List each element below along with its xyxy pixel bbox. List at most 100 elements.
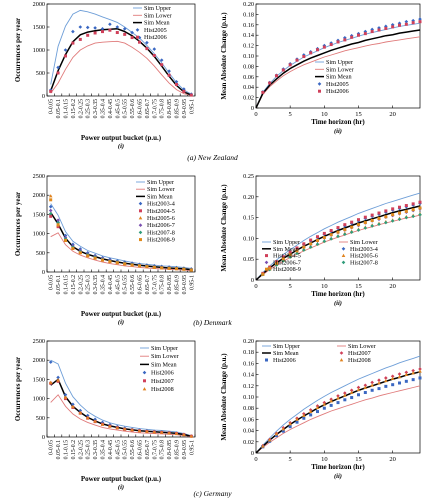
de-occurrence-data-point (48, 360, 53, 364)
de-occurrence-data-point (63, 395, 68, 399)
nz-mac-legend-label: Sim Upper (326, 59, 353, 66)
de-mac-y-axis-label: Mean Absolute Change (p.u.) (220, 353, 228, 441)
nz-occurrence-legend-label: Sim Lower (144, 12, 172, 19)
nz-occurrence-xtick-label: 0.05-0.1 (56, 99, 62, 118)
dk-mac-data-point (302, 248, 306, 252)
nz-mac-x-axis-label: Time horizon (hr) (311, 118, 365, 126)
de-occurrence-legend-label: Sim Mean (151, 361, 177, 368)
dk-mac-data-point (349, 230, 354, 234)
de-occurrence-xtick-label: 0-0.05 (49, 440, 55, 455)
nz-mac-xtick-label: 15 (355, 111, 362, 118)
de-mac-data-point (377, 387, 381, 391)
dk-occurrence-y-axis-label: Occurrences per year (14, 192, 22, 256)
de-occurrence-xtick-label: 0.5-0.55 (123, 440, 129, 459)
nz-occurrence-series-sim-lower (50, 40, 192, 96)
nz-occurrence-xtick-label: 0.7-0.75 (152, 99, 158, 118)
de-mac-data-point (295, 420, 299, 424)
nz-mac-ytick-label: 0.16 (243, 22, 254, 29)
dk-occurrence-data-point (86, 254, 90, 258)
de-mac-data-point (322, 402, 327, 406)
dk-occurrence-legend-swatch (138, 201, 143, 206)
de-occurrence-data-point (56, 375, 60, 380)
dk-occurrence-data-point (56, 225, 60, 229)
dk-mac-data-point (329, 237, 333, 241)
de-mac-data-point (370, 380, 374, 385)
de-mac-data-point (308, 409, 313, 413)
dk-occurrence-data-point (101, 258, 104, 262)
caption-new-zealand: (a) New Zealand (187, 153, 238, 162)
de-occurrence-ytick-label: 2500 (33, 338, 45, 345)
de-mac-data-point (404, 372, 409, 376)
dk-occurrence-data-point (71, 245, 75, 249)
dk-mac-ytick-label: 0.05 (243, 256, 254, 263)
de-occurrence-xtick-label: 0.35-0.4 (101, 440, 107, 459)
nz-mac-legend-label: Hist2006 (326, 88, 349, 95)
dk-mac-data-point (275, 261, 278, 265)
dk-mac-series-sim-upper (255, 192, 421, 281)
de-mac-data-point (275, 434, 278, 438)
dk-mac-data-point (370, 224, 374, 228)
nz-occurrence-data-point (93, 26, 97, 30)
dk-mac-data-point (322, 236, 326, 240)
de-occurrence-xtick-label: 0.2-0.25 (78, 440, 84, 459)
dk-occurrence-data-point (48, 208, 53, 213)
dk-mac-data-point (377, 216, 381, 220)
de-occurrence-xtick-label: 0.1-0.15 (64, 440, 70, 459)
dk-occurrence-xtick-label: 0.75-0.8 (160, 275, 166, 294)
dk-mac-data-point (316, 238, 319, 242)
de-mac-chart: 0 0.02 0.04 0.06 0.08 0.10 0.12 0.14 0.16 0.18 0.2… (220, 338, 422, 480)
de-mac-data-point (356, 387, 361, 392)
dk-mac-data-point (281, 255, 285, 259)
dk-mac-data-point (363, 221, 367, 225)
de-mac-data-point (261, 444, 265, 448)
nz-occurrence-legend-label: Hist2005 (144, 27, 167, 34)
de-mac-ytick-label: 0.08 (243, 405, 254, 412)
de-occurrence-legend-label: Hist2007 (151, 378, 174, 385)
de-mac-data-point (363, 383, 368, 388)
nz-occurrence-data-point (122, 27, 127, 31)
dk-mac-data-point (315, 242, 320, 247)
nz-occurrence-series-line (50, 40, 192, 96)
de-mac-data-point (315, 405, 320, 410)
dk-occurrence-series-hist2008-9 (49, 198, 193, 272)
nz-occurrence-y-axis-label: Occurrences per year (14, 18, 22, 82)
dk-mac-data-point (370, 219, 374, 223)
de-occurrence-data-point (174, 431, 179, 435)
dk-occurrence-xtick-label: 0.95-1 (189, 275, 195, 290)
nz-occurrence-data-point (160, 63, 164, 67)
dk-occurrence-data-point (56, 223, 60, 227)
nz-mac-data-point (302, 53, 306, 57)
nz-mac-plot-frame (255, 3, 421, 109)
de-occurrence-data-point (78, 408, 83, 413)
de-mac-legend-swatch (339, 358, 344, 362)
nz-mac-data-point (329, 43, 333, 47)
dk-mac-data-point (343, 232, 347, 237)
dk-mac-data-point (309, 242, 313, 246)
de-mac-panel-label: (ii) (334, 473, 342, 480)
de-mac-ytick-label: 0.04 (243, 428, 254, 435)
dk-occurrence-data-point (78, 251, 82, 255)
dk-mac-legend-label: Sim Lower (350, 239, 378, 246)
dk-mac-data-point (309, 238, 313, 242)
dk-mac-data-point (377, 211, 381, 215)
de-mac-data-point (398, 381, 401, 385)
de-occurrence-data-point (159, 430, 164, 434)
nz-occurrence-data-point (159, 58, 164, 62)
dk-occurrence-legend-label: Sim Mean (147, 193, 173, 200)
dk-occurrence-ytick-label: 0 (42, 269, 45, 276)
dk-mac-xtick-label: 0 (254, 283, 257, 290)
dk-occurrence-plot-frame (46, 175, 196, 273)
dk-occurrence-ytick-label: 500 (36, 250, 45, 257)
nz-occurrence-xtick-label: 0.9-0.95 (182, 99, 188, 118)
nz-occurrence-data-point (85, 25, 90, 30)
nz-mac-data-point (356, 31, 361, 36)
de-mac-data-point (288, 425, 292, 429)
dk-occurrence-ytick-label: 1500 (33, 211, 45, 218)
nz-occurrence-ytick-label: 1000 (33, 47, 45, 54)
de-mac-series-line (255, 385, 421, 454)
de-mac-data-point (322, 406, 326, 410)
dk-mac-data-point (350, 225, 354, 229)
dk-mac-xtick-label: 15 (355, 283, 362, 290)
dk-mac-data-point (398, 211, 401, 215)
